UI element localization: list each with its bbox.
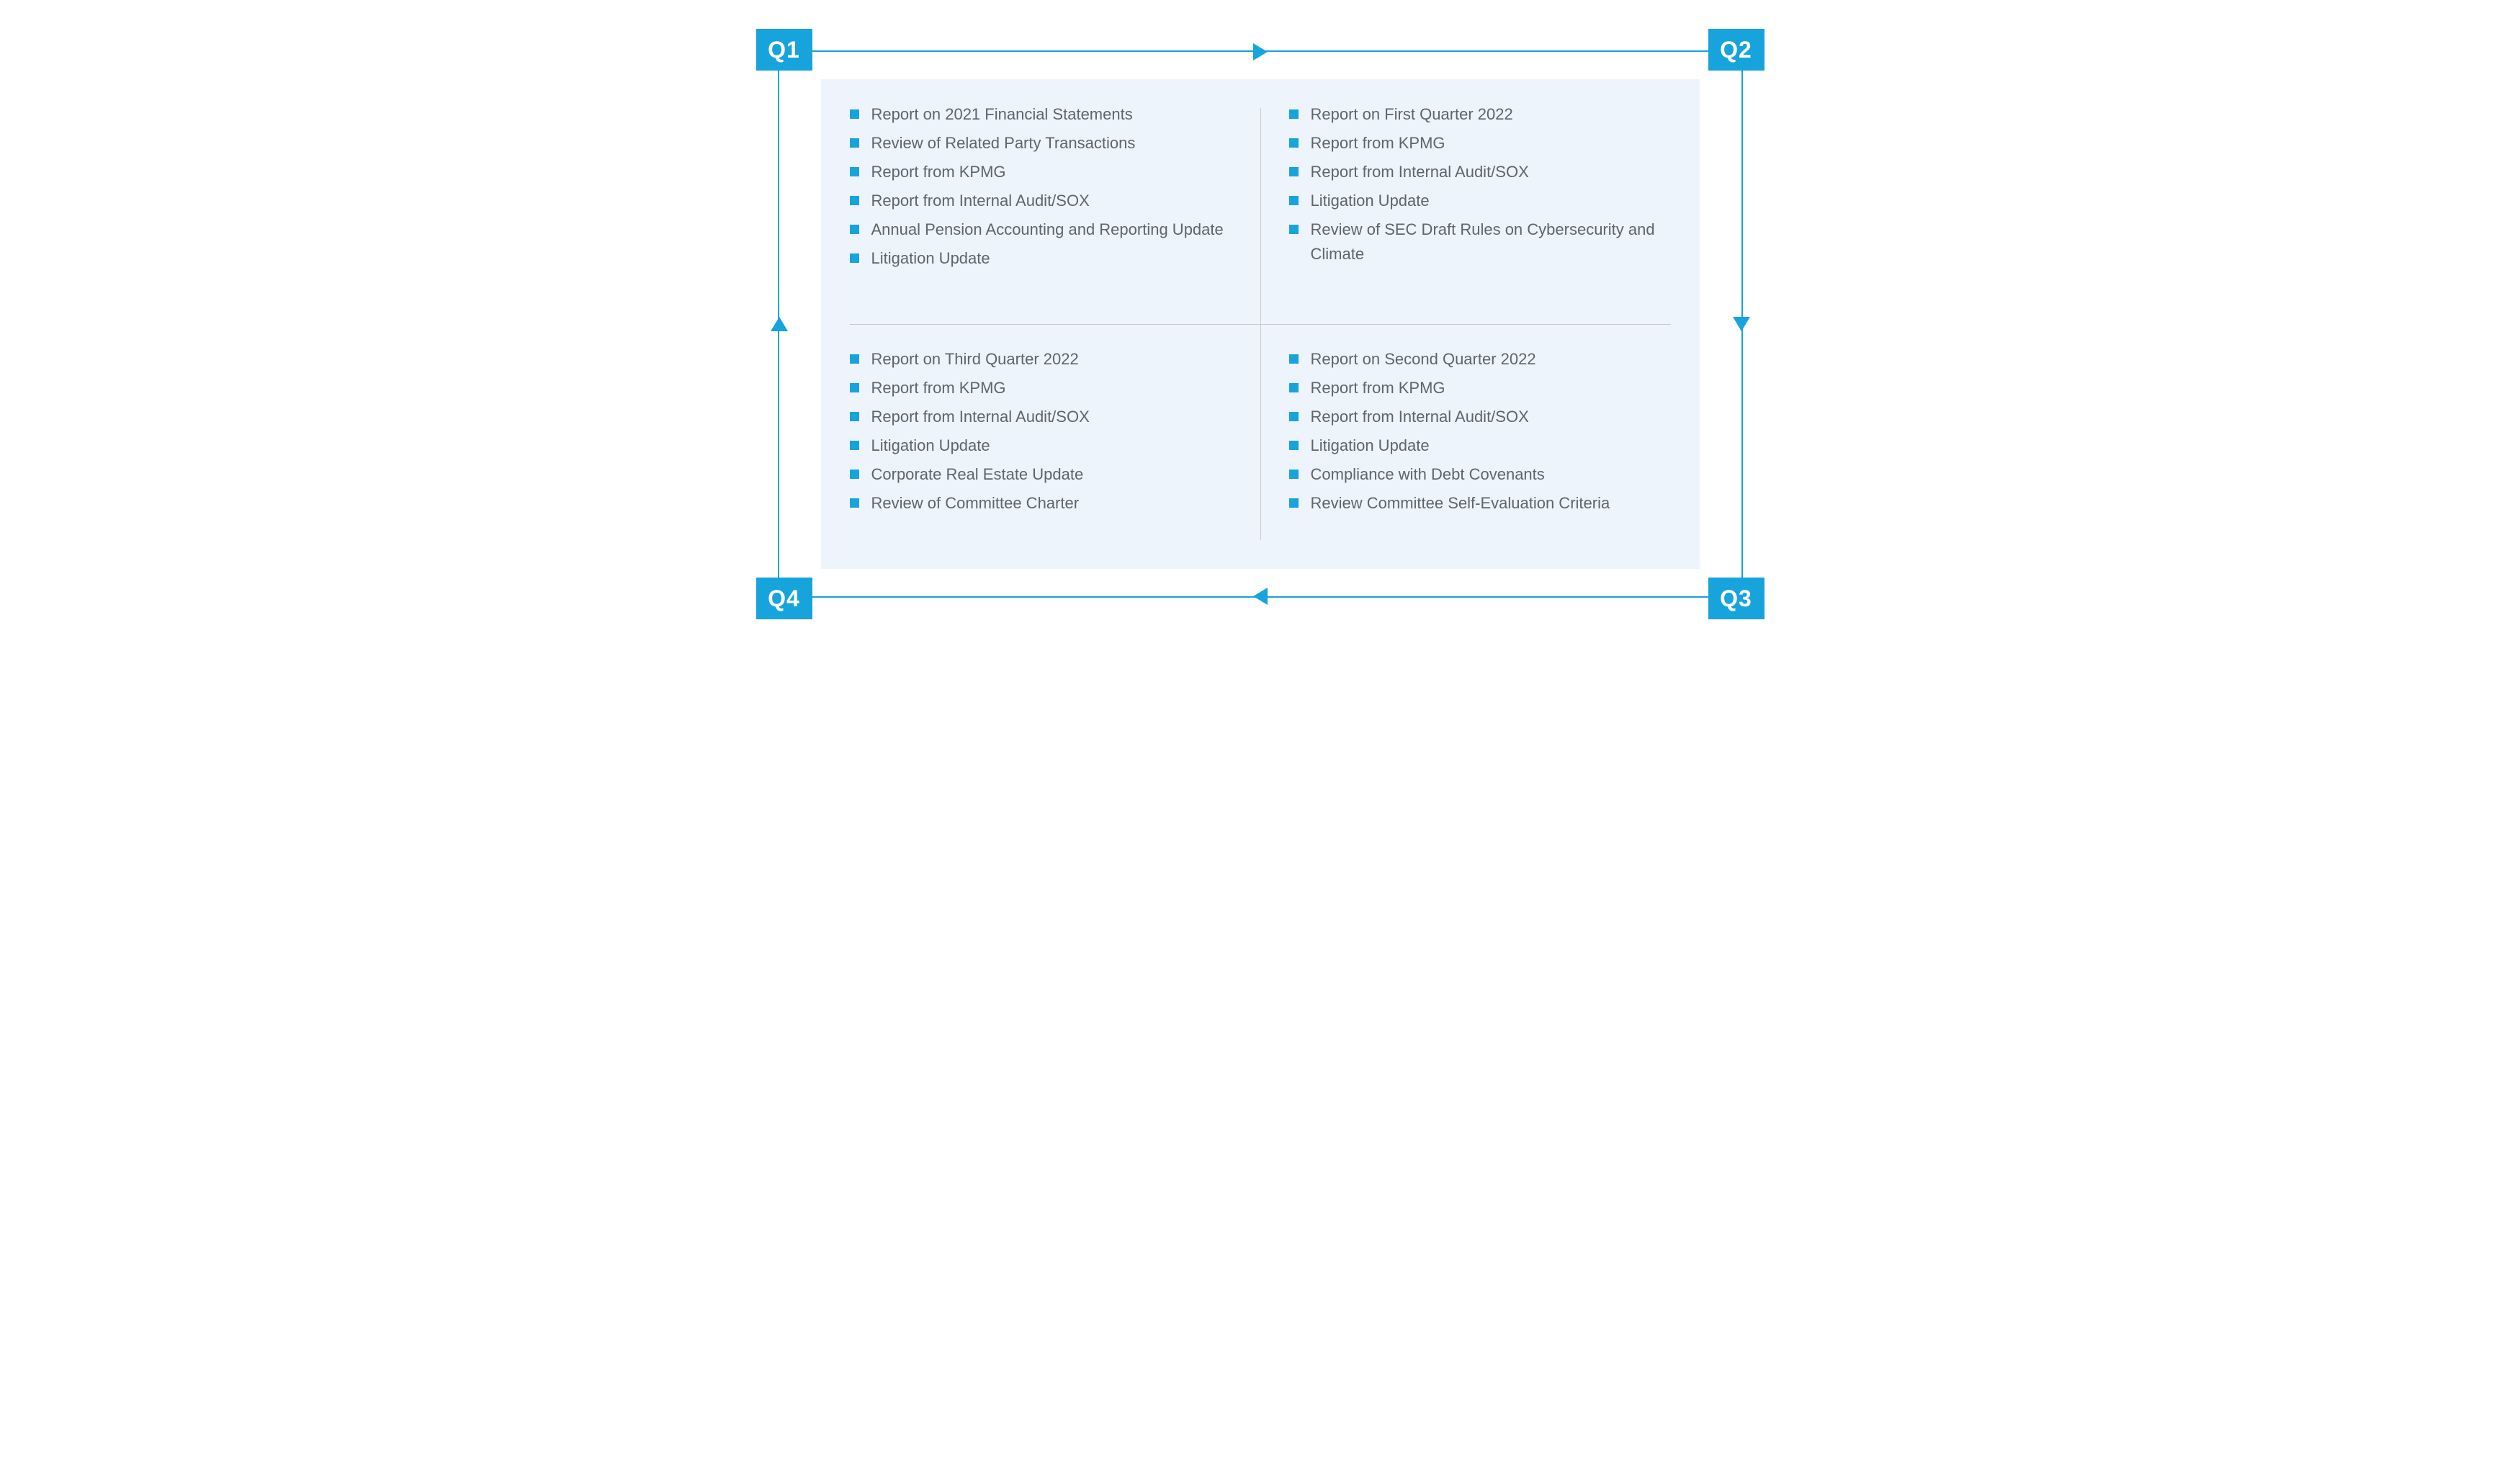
corner-q2: Q2 — [1708, 29, 1765, 71]
arrow-right-icon — [1253, 43, 1268, 60]
list-item: Report from KPMG — [850, 376, 1232, 400]
list-item: Report from KPMG — [1289, 376, 1671, 400]
list-item: Report from Internal Audit/SOX — [1289, 160, 1671, 184]
corner-q4: Q4 — [756, 578, 812, 619]
q3-list: Report on Second Quarter 2022 Report from… — [1289, 347, 1671, 516]
quadrant-q2: Report on First Quarter 2022 Report from … — [1260, 79, 1700, 324]
arrow-up-icon — [771, 317, 788, 331]
list-item: Annual Pension Accounting and Reporting … — [850, 217, 1232, 242]
list-item: Report from Internal Audit/SOX — [850, 405, 1232, 429]
arrow-left-icon — [1253, 588, 1268, 605]
list-item: Report from Internal Audit/SOX — [850, 189, 1232, 213]
list-item: Litigation Update — [850, 246, 1232, 271]
list-item: Report from KPMG — [850, 160, 1232, 184]
quadrant-q3: Report on Second Quarter 2022 Report from… — [1260, 324, 1700, 569]
list-item: Report on 2021 Financial Statements — [850, 102, 1232, 127]
list-item: Report from Internal Audit/SOX — [1289, 405, 1671, 429]
list-item: Report on Third Quarter 2022 — [850, 347, 1232, 372]
corner-q1: Q1 — [756, 29, 812, 71]
list-item: Litigation Update — [1289, 434, 1671, 458]
content-panel: Report on 2021 Financial Statements Revie… — [821, 79, 1700, 569]
arrow-down-icon — [1733, 317, 1750, 331]
q2-list: Report on First Quarter 2022 Report from … — [1289, 102, 1671, 267]
quadrant-q4: Report on Third Quarter 2022 Report from … — [821, 324, 1260, 569]
q4-list: Report on Third Quarter 2022 Report from … — [850, 347, 1232, 516]
list-item: Report on First Quarter 2022 — [1289, 102, 1671, 127]
list-item: Review of SEC Draft Rules on Cybersecuri… — [1289, 217, 1671, 266]
list-item: Review of Related Party Transactions — [850, 131, 1232, 156]
list-item: Report on Second Quarter 2022 — [1289, 347, 1671, 372]
q1-list: Report on 2021 Financial Statements Revie… — [850, 102, 1232, 271]
list-item: Litigation Update — [850, 434, 1232, 458]
list-item: Report from KPMG — [1289, 131, 1671, 156]
list-item: Corporate Real Estate Update — [850, 462, 1232, 487]
list-item: Compliance with Debt Covenants — [1289, 462, 1671, 487]
corner-q3: Q3 — [1708, 578, 1765, 619]
quarterly-cycle-diagram: Q1 Q2 Q3 Q4 Report on 2021 Financial Sta… — [756, 29, 1765, 619]
list-item: Litigation Update — [1289, 189, 1671, 213]
quadrant-q1: Report on 2021 Financial Statements Revie… — [821, 79, 1260, 324]
list-item: Review Committee Self-Evaluation Criteri… — [1289, 491, 1671, 516]
list-item: Review of Committee Charter — [850, 491, 1232, 516]
